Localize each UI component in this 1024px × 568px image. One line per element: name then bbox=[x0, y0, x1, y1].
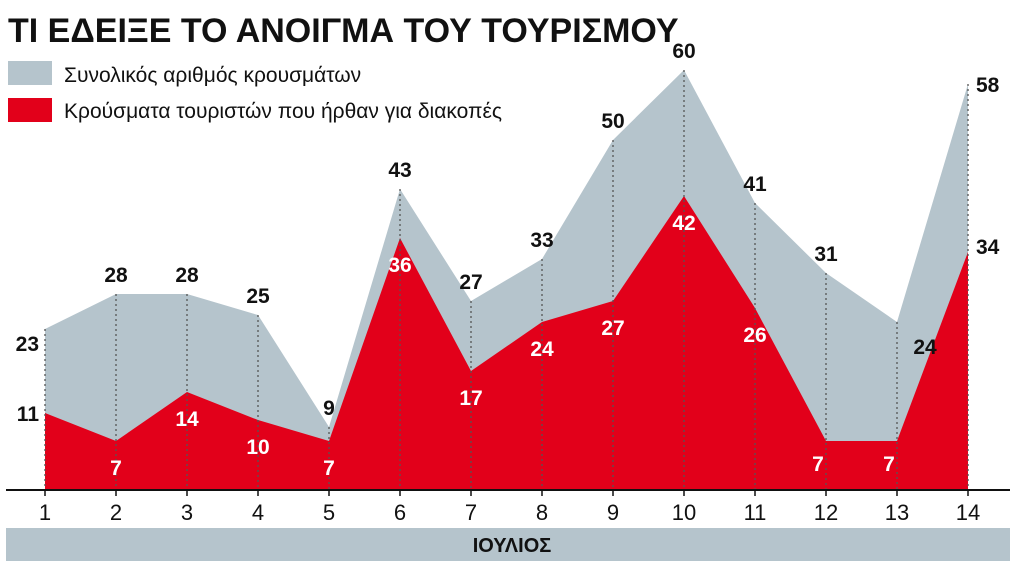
tourists-value-label: 36 bbox=[388, 254, 411, 277]
x-tick-label: 5 bbox=[323, 500, 335, 525]
tourists-value-label: 27 bbox=[601, 317, 624, 340]
x-tick-label: 13 bbox=[885, 500, 909, 525]
x-tick-label: 10 bbox=[672, 500, 696, 525]
tourists-value-label: 7 bbox=[323, 457, 335, 480]
x-tick-label: 2 bbox=[110, 500, 122, 525]
tourists-value-label: 17 bbox=[459, 387, 482, 410]
x-tick-label: 14 bbox=[956, 500, 980, 525]
tourists-area bbox=[45, 196, 968, 490]
x-tick-label: 8 bbox=[536, 500, 548, 525]
legend-label-tourists: Κρούσματα τουριστών που ήρθαν για διακοπ… bbox=[64, 100, 502, 123]
tourists-value-label: 24 bbox=[530, 338, 554, 361]
tourists-value-label: 42 bbox=[672, 212, 695, 235]
tourists-value-label: 26 bbox=[743, 324, 766, 347]
tourists-value-label: 11 bbox=[17, 403, 40, 426]
total-value-label: 31 bbox=[814, 243, 838, 266]
total-value-label: 28 bbox=[104, 264, 128, 287]
total-value-label: 25 bbox=[246, 285, 270, 308]
tourists-value-label: 7 bbox=[812, 453, 824, 476]
legend-swatch-tourists bbox=[8, 98, 52, 122]
total-value-label: 33 bbox=[530, 229, 553, 252]
total-value-label: 27 bbox=[459, 271, 482, 294]
total-value-label: 24 bbox=[913, 336, 937, 359]
total-value-label: 41 bbox=[743, 173, 767, 196]
total-value-label: 58 bbox=[976, 74, 1000, 97]
total-value-label: 60 bbox=[672, 40, 695, 63]
x-tick-label: 9 bbox=[607, 500, 619, 525]
total-value-label: 43 bbox=[388, 159, 411, 182]
total-value-label: 50 bbox=[601, 110, 624, 133]
x-tick-label: 4 bbox=[252, 500, 264, 525]
x-axis-band bbox=[6, 528, 1010, 561]
legend-swatch-total bbox=[8, 61, 52, 85]
legend-label-total: Συνολικός αριθμός κρουσμάτων bbox=[64, 64, 361, 87]
tourists-value-label: 7 bbox=[883, 453, 895, 476]
x-tick-label: 1 bbox=[39, 500, 51, 525]
x-tick-label: 3 bbox=[181, 500, 193, 525]
tourists-value-label: 34 bbox=[976, 236, 1000, 259]
x-axis-label: ΙΟΥΛΙΟΣ bbox=[473, 535, 552, 557]
x-tick-label: 6 bbox=[394, 500, 406, 525]
total-value-label: 28 bbox=[175, 264, 199, 287]
x-tick-label: 7 bbox=[465, 500, 477, 525]
tourists-value-label: 14 bbox=[175, 408, 199, 431]
tourists-value-label: 7 bbox=[110, 457, 122, 480]
total-value-label: 23 bbox=[16, 333, 39, 356]
tourists-value-label: 10 bbox=[246, 436, 269, 459]
x-tick-label: 11 bbox=[744, 500, 767, 525]
x-tick-label: 12 bbox=[814, 500, 838, 525]
chart-title: ΤΙ ΕΔΕΙΞΕ ΤΟ ΑΝΟΙΓΜΑ ΤΟΥ ΤΟΥΡΙΣΜΟΥ bbox=[8, 12, 679, 50]
total-value-label: 9 bbox=[323, 397, 335, 420]
